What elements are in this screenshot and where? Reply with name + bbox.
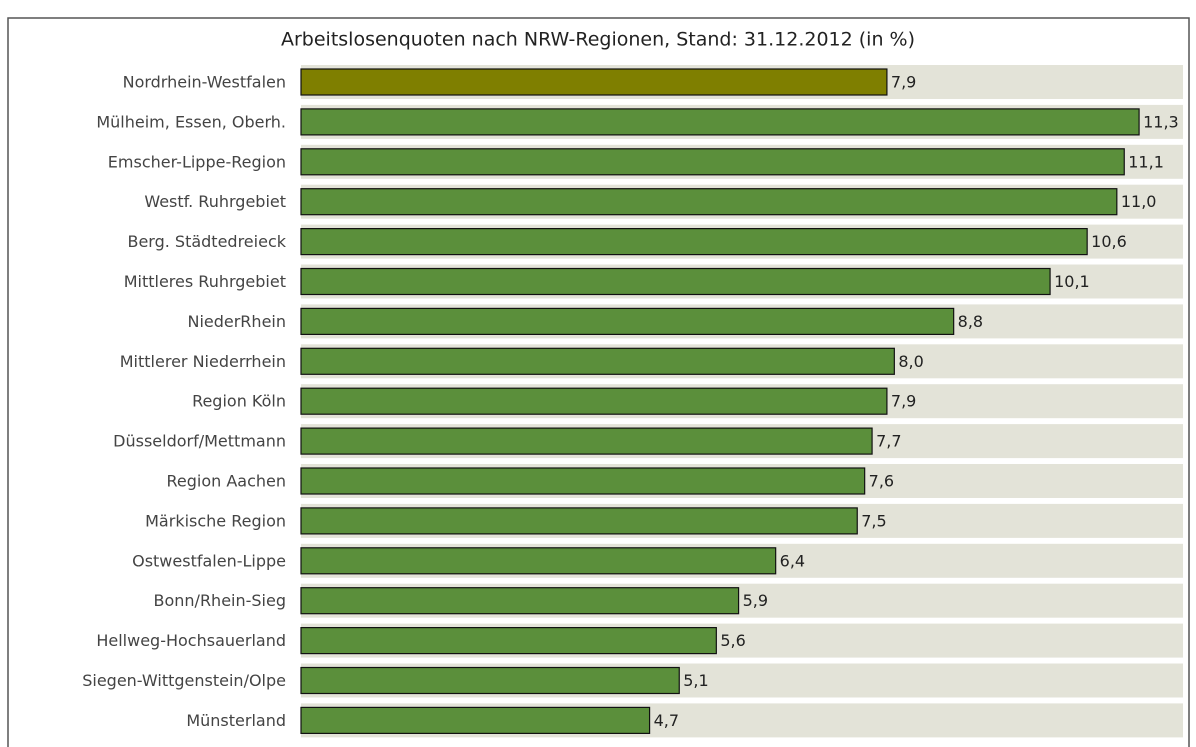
bar: [300, 68, 888, 96]
value-label: 7,9: [891, 73, 916, 92]
bar: [300, 427, 873, 455]
bar: [300, 547, 777, 575]
bar: [300, 706, 651, 735]
category-label: Westf. Ruhrgebiet: [144, 192, 286, 211]
value-label: 10,6: [1091, 232, 1127, 251]
bar: [300, 148, 1125, 176]
category-label: Düsseldorf/Mettmann: [113, 432, 286, 451]
bar: [300, 347, 895, 375]
category-label: Mittleres Ruhrgebiet: [124, 272, 286, 291]
bar: [300, 108, 1140, 136]
category-label: Mittlerer Niederrhein: [120, 352, 286, 371]
value-label: 5,6: [720, 631, 745, 650]
chart-title: Arbeitslosenquoten nach NRW-Regionen, St…: [281, 29, 915, 51]
value-label: 7,6: [869, 472, 894, 491]
bar: [300, 626, 717, 655]
value-label: 7,7: [876, 432, 901, 451]
value-label: 6,4: [780, 551, 805, 570]
category-label: Ostwestfalen-Lippe: [132, 551, 286, 570]
value-label: 7,9: [891, 392, 916, 411]
category-label: Mülheim, Essen, Oberh.: [96, 112, 286, 131]
value-label: 11,1: [1128, 152, 1164, 171]
value-label: 11,0: [1121, 192, 1157, 211]
category-label: Münsterland: [186, 711, 286, 730]
category-label: Berg. Städtedreieck: [127, 232, 286, 251]
value-label: 10,1: [1054, 272, 1090, 291]
category-label: Märkische Region: [145, 511, 286, 530]
value-label: 5,1: [683, 671, 708, 690]
value-label: 11,3: [1143, 112, 1179, 131]
category-label: Region Köln: [192, 392, 286, 411]
value-label: 7,5: [861, 511, 886, 530]
bar: [300, 267, 1051, 296]
value-label: 5,9: [743, 591, 768, 610]
bar: [300, 507, 858, 535]
category-label: NiederRhein: [187, 312, 286, 331]
bar: [300, 587, 740, 615]
category-label: Siegen-Wittgenstein/Olpe: [82, 671, 286, 690]
value-label: 8,8: [958, 312, 983, 331]
bar: [300, 188, 1118, 216]
bar: [300, 467, 866, 495]
category-label: Emscher-Lippe-Region: [108, 152, 286, 171]
bar: [300, 307, 955, 335]
category-label: Bonn/Rhein-Sieg: [154, 591, 287, 610]
value-label: 8,0: [898, 352, 923, 371]
bar: [300, 387, 888, 415]
category-label: Region Aachen: [166, 472, 286, 491]
value-label: 4,7: [654, 711, 679, 730]
category-label: Nordrhein-Westfalen: [123, 73, 286, 92]
category-label: Hellweg-Hochsauerland: [96, 631, 286, 650]
bar: [300, 666, 680, 695]
bar: [300, 228, 1088, 256]
